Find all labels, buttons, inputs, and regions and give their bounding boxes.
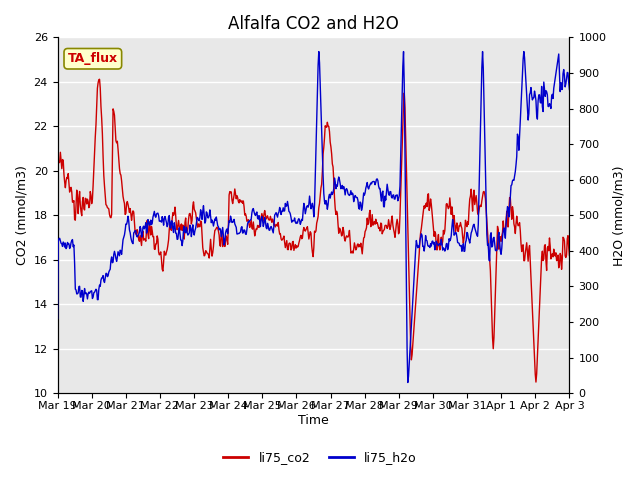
Text: TA_flux: TA_flux	[68, 52, 118, 65]
Legend: li75_co2, li75_h2o: li75_co2, li75_h2o	[218, 446, 422, 469]
Title: Alfalfa CO2 and H2O: Alfalfa CO2 and H2O	[228, 15, 399, 33]
X-axis label: Time: Time	[298, 414, 329, 427]
Y-axis label: CO2 (mmol/m3): CO2 (mmol/m3)	[15, 165, 28, 265]
Y-axis label: H2O (mmol/m3): H2O (mmol/m3)	[612, 165, 625, 265]
